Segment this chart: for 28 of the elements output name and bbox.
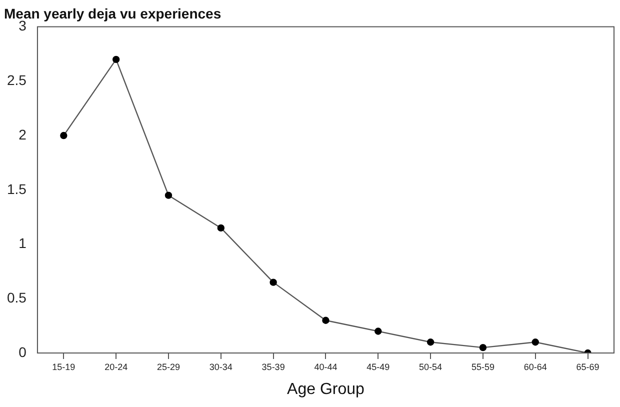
y-tick-label: 1 <box>18 235 27 252</box>
y-tick-label: 0.5 <box>6 289 27 306</box>
y-tick-label: 2 <box>18 126 27 142</box>
x-tick-label: 25-29 <box>156 362 180 372</box>
x-tick-label: 55-59 <box>471 362 494 372</box>
x-tick-label: 50-54 <box>419 362 442 372</box>
point <box>532 338 539 346</box>
x-tick-label: 65-69 <box>576 362 600 372</box>
point <box>322 316 330 324</box>
point <box>164 192 172 199</box>
x-tick-label: 45-49 <box>366 362 390 372</box>
x-tick-label: 30-34 <box>209 362 232 372</box>
point <box>270 278 277 286</box>
x-axis-title: Age Group <box>287 380 365 398</box>
point <box>479 344 487 352</box>
point <box>112 56 120 64</box>
point <box>60 132 68 140</box>
x-tick-label: 35-39 <box>262 362 285 372</box>
point <box>217 224 225 232</box>
point <box>374 328 382 335</box>
x-tick-label: 60-64 <box>524 362 547 372</box>
point <box>426 338 434 346</box>
x-tick-label: 15-19 <box>52 362 76 372</box>
x-tick-label: 20-24 <box>104 362 128 372</box>
y-tick-label: 2.5 <box>6 72 27 88</box>
y-tick-label: 1.5 <box>6 180 27 197</box>
x-tick-label: 40-44 <box>314 362 338 372</box>
y-tick-label: 0 <box>18 344 27 360</box>
